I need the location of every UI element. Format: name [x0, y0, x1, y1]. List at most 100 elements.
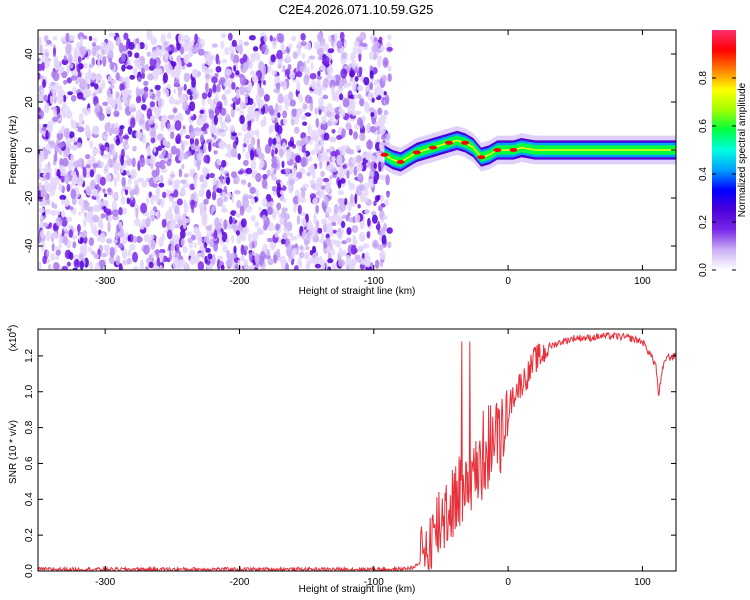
snr-y-tick-label: 0.6 — [24, 456, 35, 470]
noise-blob — [356, 93, 362, 99]
noise-blob — [326, 222, 332, 231]
noise-blob — [139, 259, 145, 270]
noise-blob — [251, 173, 256, 179]
noise-blob — [303, 152, 307, 159]
noise-blob — [129, 244, 136, 251]
noise-blob — [337, 180, 342, 189]
noise-blob — [244, 93, 249, 98]
noise-blob — [194, 138, 199, 146]
noise-blob — [351, 58, 356, 70]
noise-blob — [48, 222, 52, 228]
noise-blob — [200, 244, 205, 251]
noise-blob — [318, 109, 322, 115]
noise-blob — [257, 138, 260, 148]
noise-blob — [348, 128, 353, 136]
noise-blob — [224, 126, 229, 132]
noise-blob — [68, 229, 74, 238]
noise-blob — [115, 91, 120, 99]
noise-blob — [144, 43, 149, 51]
noise-blob — [88, 261, 94, 270]
colorbar-tick-label: 0.4 — [698, 167, 709, 181]
noise-blob — [43, 35, 49, 43]
noise-blob — [169, 224, 175, 229]
noise-blob — [251, 241, 255, 249]
noise-blob — [182, 125, 186, 130]
noise-blob — [127, 177, 132, 186]
noise-blob — [150, 233, 155, 241]
noise-blob — [55, 216, 63, 227]
noise-blob — [297, 204, 302, 215]
noise-blob — [349, 114, 356, 120]
noise-blob — [299, 245, 304, 251]
noise-blob — [190, 199, 195, 210]
noise-blob — [65, 32, 70, 43]
noise-blob — [172, 260, 179, 269]
snr-y-tick-label: 1.0 — [24, 384, 35, 398]
noise-blob — [56, 113, 61, 119]
noise-blob — [357, 245, 364, 252]
noise-blob — [358, 231, 366, 243]
noise-blob — [383, 222, 387, 232]
snr-frame — [37, 328, 677, 572]
noise-blob — [166, 83, 171, 89]
noise-blob — [211, 254, 216, 265]
noise-blob — [175, 70, 180, 80]
noise-blob — [296, 70, 303, 78]
noise-blob — [282, 110, 288, 119]
noise-blob — [105, 173, 112, 183]
noise-blob — [135, 208, 139, 219]
noise-blob — [316, 79, 321, 86]
noise-blob — [59, 194, 67, 201]
noise-blob — [42, 196, 46, 208]
noise-blob — [141, 72, 145, 79]
noise-blob — [155, 265, 159, 270]
noise-blob — [217, 59, 221, 65]
noise-blob — [286, 47, 290, 55]
noise-blob — [212, 83, 217, 93]
noise-blob — [162, 114, 168, 124]
noise-blob — [364, 208, 371, 215]
noise-blob — [239, 74, 247, 86]
noise-blob — [81, 231, 85, 239]
noise-blob — [38, 122, 42, 132]
noise-blob — [371, 97, 375, 103]
noise-blob — [285, 101, 289, 110]
noise-blob — [230, 107, 235, 118]
noise-blob — [191, 77, 197, 88]
snr-x-tick-label: -300 — [95, 577, 115, 588]
noise-blob — [322, 177, 330, 183]
noise-blob — [245, 167, 253, 175]
noise-blob — [296, 215, 301, 225]
noise-blob — [321, 115, 327, 125]
noise-blob — [373, 40, 380, 51]
noise-blob — [341, 147, 346, 155]
noise-blob — [338, 107, 344, 113]
noise-blob — [95, 73, 103, 81]
noise-blob — [178, 33, 184, 44]
noise-blob — [118, 207, 123, 216]
noise-blob — [134, 179, 139, 187]
noise-blob — [302, 183, 310, 188]
noise-blob — [165, 63, 173, 74]
noise-blob — [138, 223, 145, 230]
noise-blob — [317, 55, 323, 61]
noise-blob — [302, 136, 310, 145]
noise-blob — [313, 134, 320, 143]
spectrogram-x-tick-label: 100 — [634, 276, 651, 287]
snr-panel: -300 -200 -100 0 100 0.0 0.2 0.4 0.6 0.8 1.0 1.2 He… — [7, 325, 677, 595]
noise-blob — [57, 142, 64, 149]
noise-blob — [162, 138, 168, 146]
noise-blob — [365, 255, 371, 261]
noise-blob — [321, 231, 324, 241]
noise-blob — [314, 41, 321, 51]
noise-blob — [72, 207, 77, 216]
noise-blob — [226, 249, 231, 259]
noise-blob — [108, 256, 115, 265]
noise-blob — [105, 105, 112, 115]
noise-blob — [45, 208, 52, 215]
noise-blob — [221, 231, 228, 243]
noise-blob — [258, 255, 264, 266]
noise-blob — [204, 168, 210, 174]
noise-blob — [347, 81, 352, 87]
